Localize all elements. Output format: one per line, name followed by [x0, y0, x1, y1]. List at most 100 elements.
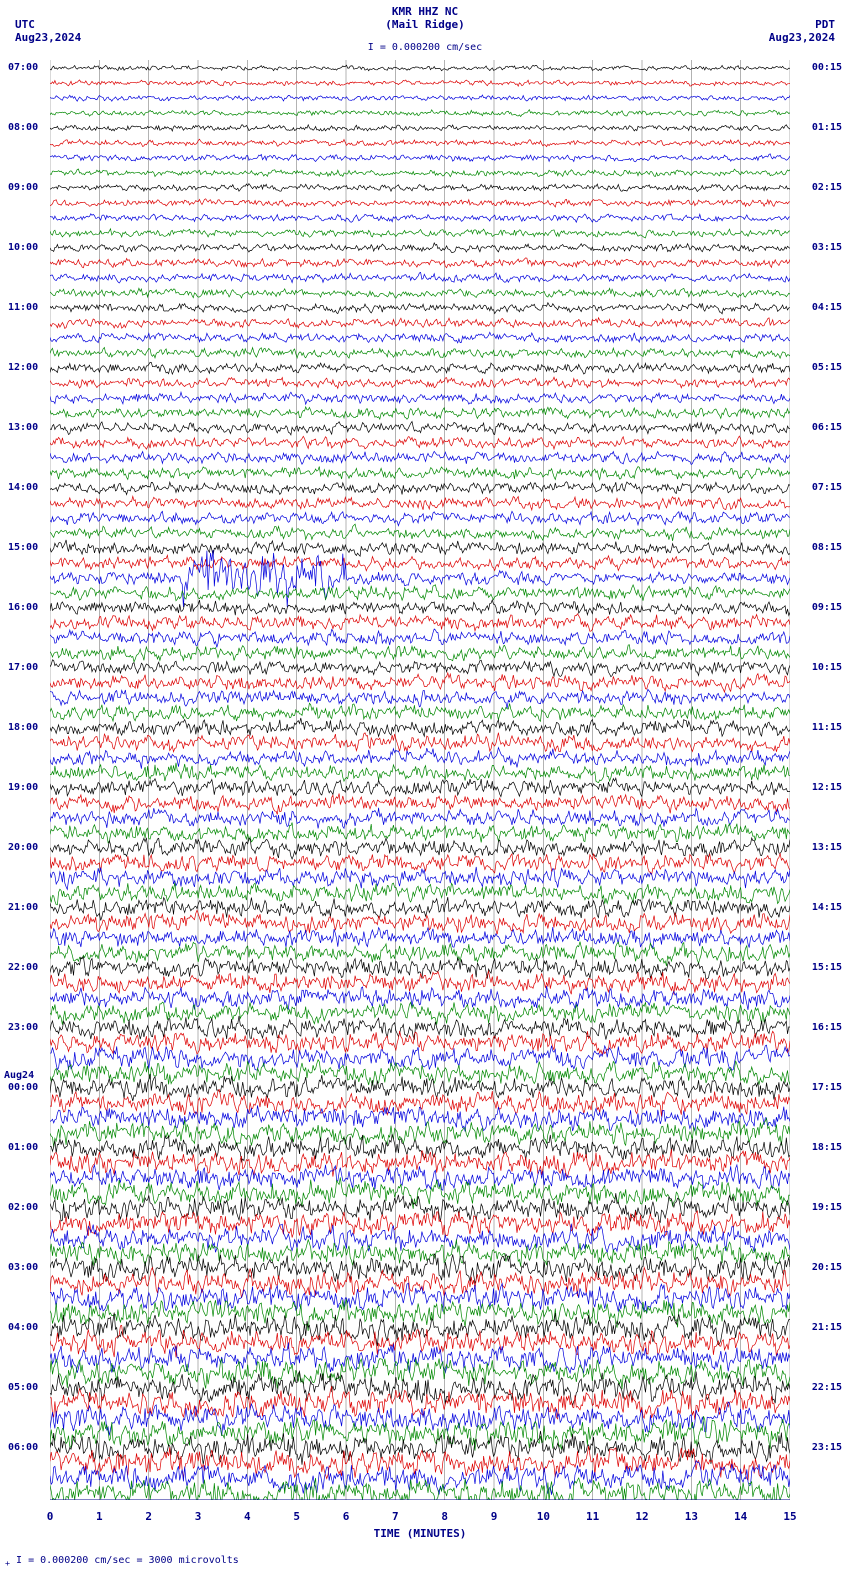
- pdt-hour: 15:15: [812, 962, 842, 973]
- x-tick: 6: [343, 1510, 350, 1523]
- pdt-hour: 17:15: [812, 1082, 842, 1093]
- footer-sub: +: [5, 1558, 10, 1568]
- pdt-hour: 18:15: [812, 1142, 842, 1153]
- footer-text: = 0.000200 cm/sec = 3000 microvolts: [28, 1555, 239, 1566]
- x-tick: 4: [244, 1510, 251, 1523]
- trace-line: [50, 550, 790, 607]
- pdt-hour: 11:15: [812, 722, 842, 733]
- utc-hour: 14:00: [8, 482, 38, 493]
- station-code: KMR HHZ NC: [392, 5, 458, 18]
- trace-line: [50, 496, 790, 510]
- trace-line: [50, 1342, 790, 1373]
- utc-hour: 18:00: [8, 722, 38, 733]
- pdt-hour: 10:15: [812, 662, 842, 673]
- pdt-date: Aug23,2024: [769, 31, 835, 44]
- utc-hour: 05:00: [8, 1382, 38, 1393]
- trace-line: [50, 1016, 790, 1040]
- pdt-hour: 16:15: [812, 1022, 842, 1033]
- trace-line: [50, 629, 790, 647]
- x-tick: 8: [441, 1510, 448, 1523]
- utc-hour: 16:00: [8, 602, 38, 613]
- pdt-hour: 07:15: [812, 482, 842, 493]
- trace-line: [50, 942, 790, 966]
- footer-scale: + I = 0.000200 cm/sec = 3000 microvolts: [5, 1555, 239, 1568]
- trace-line: [50, 1211, 790, 1238]
- utc-hour: 19:00: [8, 782, 38, 793]
- trace-line: [50, 95, 790, 101]
- trace-line: [50, 1045, 790, 1070]
- pdt-hour: 13:15: [812, 842, 842, 853]
- trace-line: [50, 348, 790, 359]
- trace-line: [50, 748, 790, 769]
- pdt-hour: 04:15: [812, 302, 842, 313]
- trace-line: [50, 451, 790, 464]
- trace-line: [50, 511, 790, 525]
- utc-hour: 06:00: [8, 1442, 38, 1453]
- utc-hour: 00:00: [8, 1082, 38, 1093]
- trace-line: [50, 733, 790, 752]
- trace-line: [50, 1105, 790, 1131]
- x-tick: 5: [293, 1510, 300, 1523]
- trace-line: [50, 585, 790, 601]
- utc-hour: 22:00: [8, 962, 38, 973]
- scale-indicator: I = 0.000200 cm/sec: [368, 42, 482, 53]
- trace-line: [50, 318, 790, 329]
- trace-line: [50, 243, 790, 253]
- trace-line: [50, 169, 790, 177]
- trace-line: [50, 838, 790, 859]
- pdt-hour: 09:15: [812, 602, 842, 613]
- utc-hour: 10:00: [8, 242, 38, 253]
- trace-line: [50, 1074, 790, 1101]
- trace-line: [50, 614, 790, 631]
- station-location: (Mail Ridge): [385, 18, 464, 31]
- utc-hour: 11:00: [8, 302, 38, 313]
- trace-line: [50, 1371, 790, 1405]
- trace-line: [50, 110, 790, 117]
- trace-line: [50, 971, 790, 994]
- trace-line: [50, 718, 790, 736]
- pdt-hour: 03:15: [812, 242, 842, 253]
- trace-line: [50, 660, 790, 677]
- trace-line: [50, 377, 790, 388]
- utc-hour: 20:00: [8, 842, 38, 853]
- trace-line: [50, 1118, 790, 1147]
- trace-line: [50, 199, 790, 207]
- trace-line: [50, 808, 790, 829]
- trace-line: [50, 272, 790, 283]
- x-axis: 0123456789101112131415 TIME (MINUTES): [50, 1505, 790, 1545]
- trace-line: [50, 645, 790, 662]
- pdt-hour: 06:15: [812, 422, 842, 433]
- trace-line: [50, 154, 790, 162]
- utc-hour: 17:00: [8, 662, 38, 673]
- trace-line: [50, 392, 790, 404]
- pdt-hour: 02:15: [812, 182, 842, 193]
- trace-line: [50, 883, 790, 905]
- x-tick: 3: [195, 1510, 202, 1523]
- utc-hour: 23:00: [8, 1022, 38, 1033]
- trace-line: [50, 1134, 790, 1162]
- pdt-hour: 21:15: [812, 1322, 842, 1333]
- utc-label: UTC: [15, 18, 35, 31]
- utc-hour: 21:00: [8, 902, 38, 913]
- utc-hour: 12:00: [8, 362, 38, 373]
- utc-hour: 02:00: [8, 1202, 38, 1213]
- trace-line: [50, 778, 790, 797]
- trace-line: [50, 139, 790, 146]
- trace-line: [50, 467, 790, 480]
- trace-line: [50, 184, 790, 192]
- pdt-hour: 23:15: [812, 1442, 842, 1453]
- utc-hour: 07:00: [8, 62, 38, 73]
- trace-line: [50, 673, 790, 692]
- trace-line: [50, 332, 790, 343]
- pdt-hour: 22:15: [812, 1382, 842, 1393]
- trace-line: [50, 524, 790, 541]
- x-tick: 2: [145, 1510, 152, 1523]
- header-title: KMR HHZ NC (Mail Ridge): [385, 5, 464, 31]
- x-tick: 13: [685, 1510, 698, 1523]
- trace-line: [50, 422, 790, 435]
- x-tick: 14: [734, 1510, 747, 1523]
- trace-line: [50, 436, 790, 449]
- utc-date: Aug23,2024: [15, 31, 81, 44]
- pdt-hour: 19:15: [812, 1202, 842, 1213]
- trace-line: [50, 362, 790, 374]
